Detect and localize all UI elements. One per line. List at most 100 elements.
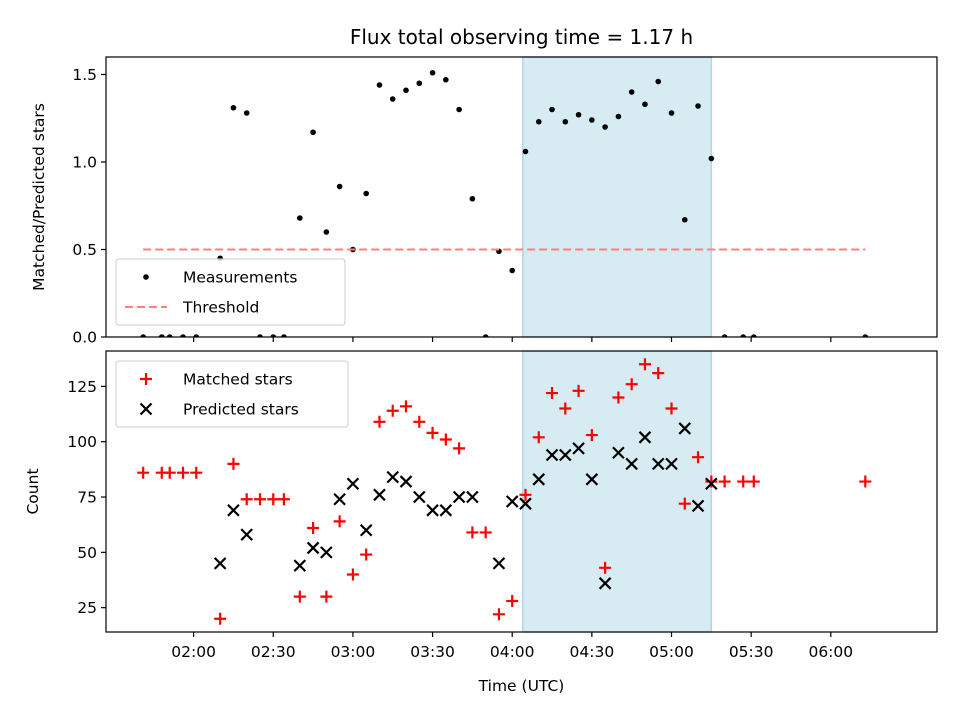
legend-box <box>115 258 346 326</box>
matched-stars-point <box>599 561 612 574</box>
threshold-legend-label: Threshold <box>182 299 259 317</box>
predicted-stars-point <box>426 504 439 517</box>
matched-stars-point <box>400 400 413 413</box>
matched-stars-point <box>519 488 532 501</box>
matched-stars-point <box>453 442 466 455</box>
predicted-stars-point <box>678 422 692 435</box>
predicted-stars-point <box>240 528 253 541</box>
predicted-stars-point <box>399 475 413 488</box>
predicted-stars-point <box>612 446 625 460</box>
matched-stars-point <box>718 475 731 488</box>
y-tick-label: 50 <box>77 544 97 562</box>
y-tick-label: 0.0 <box>72 329 97 347</box>
measurements-point <box>751 334 757 337</box>
measurements-point <box>193 334 200 337</box>
predicted-stars-point <box>638 431 652 444</box>
measurements-point <box>862 334 869 337</box>
measurements-point <box>310 129 316 136</box>
predicted-stars-point <box>705 477 718 491</box>
measurements-point <box>281 334 287 337</box>
predicted-stars-point <box>413 490 426 504</box>
measurements-point <box>628 89 635 95</box>
predicted-stars-point <box>333 492 346 506</box>
y-axis-label: Count <box>24 468 42 514</box>
measurements-point <box>642 101 648 108</box>
matched-stars-legend-marker <box>140 373 152 385</box>
axes-frame <box>105 350 938 633</box>
legend: Matched stars Predicted stars <box>115 360 349 428</box>
matched-stars-point <box>277 493 290 506</box>
predicted-stars-point <box>346 477 360 491</box>
measurements-point <box>257 334 263 337</box>
x-tick-label: 05:30 <box>729 643 774 661</box>
predicted-stars-point <box>227 504 240 517</box>
matched-stars-point <box>705 475 718 488</box>
predicted-stars-point <box>532 473 546 486</box>
matched-stars-point <box>737 475 750 488</box>
x-tick-label: 05:00 <box>649 643 694 661</box>
measurements-point <box>336 183 343 190</box>
predicted-stars-point <box>492 557 506 570</box>
predicted-stars-legend-marker <box>139 402 153 416</box>
matched-stars-point <box>267 493 280 506</box>
measurements-point <box>166 334 173 337</box>
measurements-point <box>602 124 608 130</box>
matched-stars-point <box>692 451 705 464</box>
matched-stars-point <box>612 391 625 404</box>
matched-stars-point <box>346 568 359 581</box>
matched-stars-point <box>176 466 189 479</box>
predicted-stars-point <box>598 577 612 590</box>
x-tick-label: 04:00 <box>490 643 535 661</box>
matched-stars-point <box>532 431 545 444</box>
matched-stars-point <box>747 475 760 488</box>
measurements-point <box>575 111 582 118</box>
measurements-point <box>243 110 250 116</box>
matched-stars-point <box>137 466 150 479</box>
predicted-stars-point <box>559 448 572 462</box>
measurements-point <box>389 96 396 102</box>
x-tick-label: 03:00 <box>331 643 376 661</box>
matched-stars-point <box>665 402 678 415</box>
matched-stars-point <box>678 497 691 510</box>
predicted-stars-legend-label: Predicted stars <box>183 401 299 419</box>
measurements-point <box>655 78 662 85</box>
matched-stars-point <box>240 493 253 506</box>
matched-stars-point <box>333 515 346 528</box>
y-axis-label: Matched/Predicted stars <box>30 103 48 291</box>
predicted-stars-point <box>452 490 466 504</box>
predicted-stars-point <box>665 457 678 471</box>
matched-stars-point <box>190 466 203 479</box>
predicted-stars-point <box>466 490 479 504</box>
predicted-stars-point <box>519 497 532 510</box>
y-tick-label: 25 <box>77 599 97 617</box>
measurements-point <box>416 80 423 87</box>
measurements-point <box>535 118 542 125</box>
measurements-point <box>158 334 165 337</box>
matched-stars-point <box>439 433 452 446</box>
measurements-point <box>615 113 622 120</box>
predicted-stars-point <box>359 523 373 537</box>
matched-stars-legend-label: Matched stars <box>183 371 293 389</box>
measurements-point <box>482 334 489 337</box>
measurements-point <box>456 106 462 113</box>
measurements-point <box>509 267 516 274</box>
matched-stars-point <box>466 526 479 539</box>
predicted-stars-point <box>439 504 453 517</box>
predicted-stars-point <box>320 546 333 559</box>
matched-stars-point <box>559 402 572 415</box>
predicted-stars-point <box>691 499 705 513</box>
y-tick-label: 125 <box>67 378 97 396</box>
measurements-point <box>376 82 383 88</box>
x-tick-label: 03:30 <box>410 643 455 661</box>
measurements-point <box>469 195 476 202</box>
x-tick-label: 04:30 <box>570 643 615 661</box>
x-tick-label: 06:00 <box>808 643 853 661</box>
predicted-stars-point <box>545 448 559 462</box>
matched-stars-point <box>253 493 266 506</box>
axes-frame <box>105 56 938 338</box>
y-tick-label: 1.5 <box>72 66 97 84</box>
y-tick-label: 0.5 <box>72 241 97 259</box>
chart-title: Flux total observing time = 1.17 h <box>350 25 693 49</box>
measurements-point <box>695 103 701 109</box>
